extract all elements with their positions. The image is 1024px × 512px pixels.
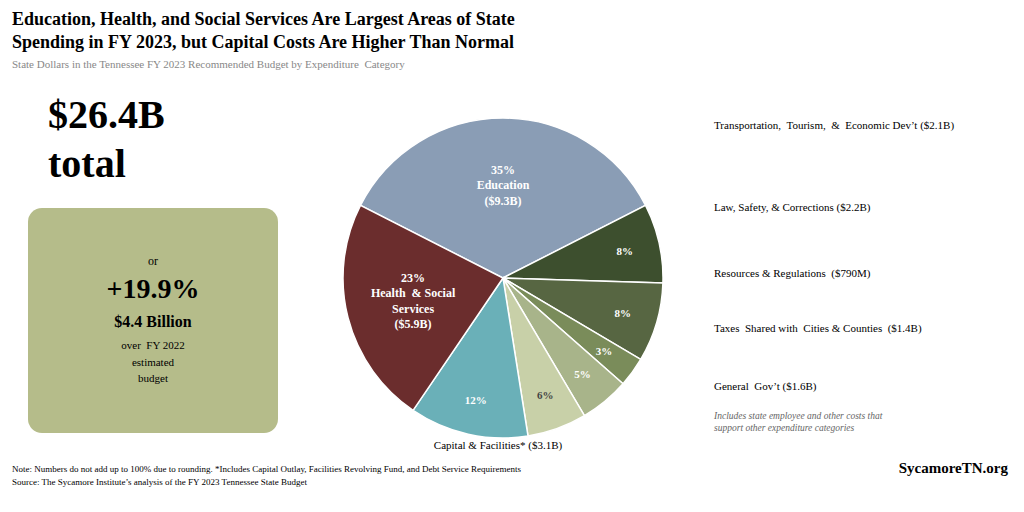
- html-text:Note: Numbers do not add up to: Note: Numbers do not add up to 100% due …: [12, 464, 522, 487]
- svg-text:3%: 3%: [596, 345, 613, 357]
- html-text:Resources & Regulations ($790M: Resources & Regulations ($790M): [714, 267, 871, 279]
- html-text:Taxes Shared with Cities & Cou: Taxes Shared with Cities & Counties ($1.…: [714, 322, 922, 334]
- html-text:General Gov’t ($1.6B): General Gov’t ($1.6B): [714, 380, 817, 392]
- html-text:over FY 2022 estimated budget: over FY 2022 estimated budget: [121, 339, 185, 385]
- html-text:Law, Safety, & Corrections ($2: Law, Safety, & Corrections ($2.2B): [714, 201, 871, 213]
- html-text:State Dollars in the Tennessee: State Dollars in the Tennessee FY 2023 R…: [12, 58, 405, 70]
- html-text:$26.4B: $26.4B: [48, 92, 165, 137]
- html-text:Transportation, Tourism, & Eco: Transportation, Tourism, & Economic Dev’…: [714, 119, 955, 131]
- svg-text:35%Education($9.3B): 35%Education($9.3B): [477, 163, 530, 208]
- html-text:or: or: [148, 254, 158, 269]
- html-text:+19.9%: +19.9%: [106, 273, 200, 305]
- html-text:SycamoreTN.org: SycamoreTN.org: [898, 460, 1008, 476]
- svg-text:5%: 5%: [574, 368, 591, 380]
- svg-text:23%Health & SocialServices($5: 23%Health & SocialServices($5.9B): [371, 271, 456, 332]
- html-text:Capital & Facilities* ($3.1B): Capital & Facilities* ($3.1B): [433, 439, 563, 451]
- html-text:Education, Health, and Social: Education, Health, and Social Services A…: [12, 9, 515, 52]
- svg-text:8%: 8%: [617, 245, 634, 257]
- html-text:$4.4 Billion: $4.4 Billion: [114, 313, 192, 331]
- svg-text:6%: 6%: [537, 389, 554, 401]
- html-text:total: total: [48, 141, 126, 186]
- html-text:Includes state employee and ot: Includes state employee and other costs …: [714, 411, 883, 434]
- svg-text:8%: 8%: [615, 307, 632, 319]
- svg-text:12%: 12%: [465, 394, 487, 406]
